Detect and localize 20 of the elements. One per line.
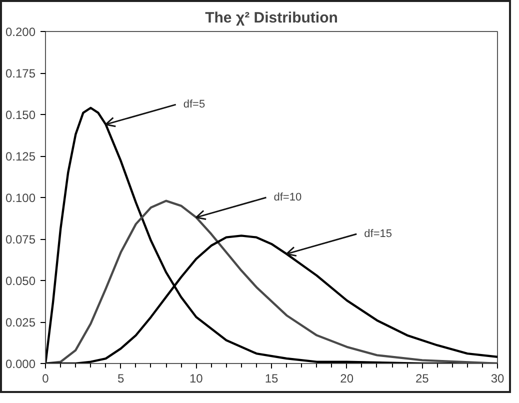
x-tick-label: 10 [189,372,204,386]
x-tick-label: 0 [42,372,50,386]
annotation: df=15 [364,228,392,240]
annotation: df=10 [274,192,302,204]
y-tick-label: 0.175 [5,66,36,80]
y-tick-label: 0.200 [5,25,36,39]
x-tick-label: 25 [415,372,430,386]
annotation: df=5 [183,98,206,111]
x-tick-label: 15 [264,372,278,386]
y-tick-label: 0.025 [5,316,36,330]
chart-title: The χ² Distribution [205,10,338,26]
y-tick-label: 0.125 [5,150,36,164]
y-tick-label: 0.050 [5,274,36,288]
y-tick-label: 0.000 [5,357,36,371]
x-tick-label: 20 [340,372,354,386]
y-tick-label: 0.150 [5,108,36,122]
x-tick-label: 30 [490,372,504,386]
y-tick-label: 0.100 [5,191,36,205]
y-tick-label: 0.075 [5,232,36,246]
x-tick-label: 5 [117,372,124,386]
